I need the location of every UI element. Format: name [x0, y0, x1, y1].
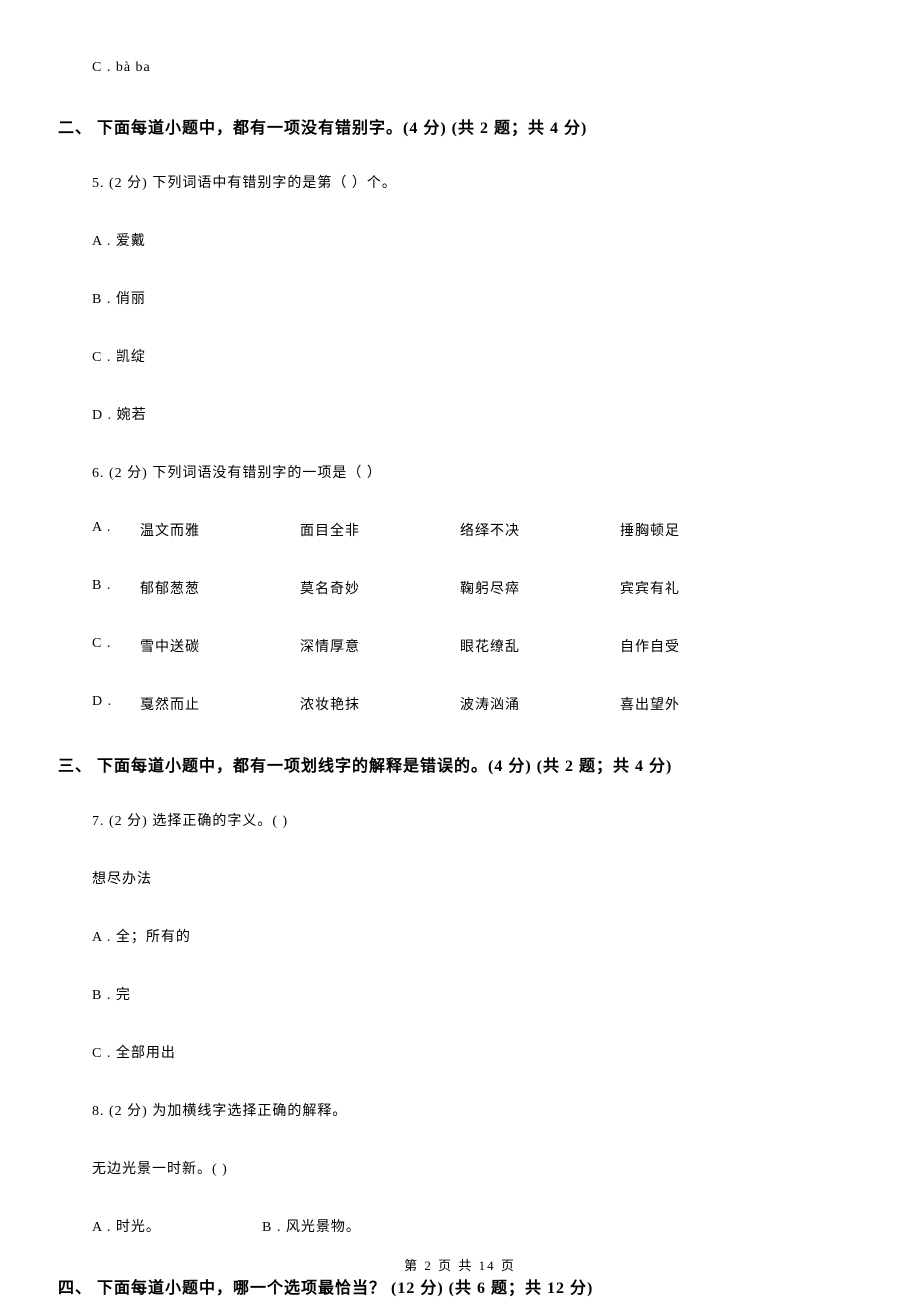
q8-phrase: 无边光景一时新。( )	[92, 1158, 862, 1178]
section-4-header: 四、 下面每道小题中，哪一个选项最恰当？ (12 分) (共 6 题；共 12 …	[58, 1274, 862, 1298]
q6-b-w2: 莫名奇妙	[300, 578, 460, 598]
q8-options: A . 时光。 B . 风光景物。	[92, 1216, 862, 1236]
q6-b-label: B .	[92, 578, 140, 598]
q6-c-w4: 自作自受	[620, 636, 780, 656]
q6-a-label: A .	[92, 520, 140, 540]
q7-option-b: B . 完	[92, 984, 862, 1004]
q8-option-a: A . 时光。	[92, 1216, 262, 1236]
q6-b-w4: 宾宾有礼	[620, 578, 780, 598]
q8-option-b: B . 风光景物。	[262, 1216, 432, 1236]
q6-b-w3: 鞠躬尽瘁	[460, 578, 620, 598]
q7-stem: 7. (2 分) 选择正确的字义。( )	[92, 810, 862, 830]
section-2-header: 二、 下面每道小题中，都有一项没有错别字。(4 分) (共 2 题；共 4 分)	[58, 114, 862, 138]
option-c-top: C . bà ba	[92, 60, 862, 76]
q6-option-a: A . 温文而雅 面目全非 络绎不决 捶胸顿足	[92, 520, 862, 540]
q5-option-c: C . 凯绽	[92, 346, 862, 366]
q8-stem: 8. (2 分) 为加横线字选择正确的解释。	[92, 1100, 862, 1120]
page-footer: 第 2 页 共 14 页	[0, 1255, 920, 1274]
q6-d-w4: 喜出望外	[620, 694, 780, 714]
q6-d-label: D .	[92, 694, 140, 714]
q6-d-w3: 波涛汹涌	[460, 694, 620, 714]
q7-option-c: C . 全部用出	[92, 1042, 862, 1062]
q6-c-label: C .	[92, 636, 140, 656]
q6-b-w1: 郁郁葱葱	[140, 578, 300, 598]
q6-c-w3: 眼花缭乱	[460, 636, 620, 656]
section-3-header: 三、 下面每道小题中，都有一项划线字的解释是错误的。(4 分) (共 2 题；共…	[58, 752, 862, 776]
q6-c-w1: 雪中送碳	[140, 636, 300, 656]
q6-option-c: C . 雪中送碳 深情厚意 眼花缭乱 自作自受	[92, 636, 862, 656]
q6-option-d: D . 戛然而止 浓妆艳抹 波涛汹涌 喜出望外	[92, 694, 862, 714]
q6-stem: 6. (2 分) 下列词语没有错别字的一项是（ ）	[92, 462, 862, 482]
q6-option-b: B . 郁郁葱葱 莫名奇妙 鞠躬尽瘁 宾宾有礼	[92, 578, 862, 598]
q6-c-w2: 深情厚意	[300, 636, 460, 656]
q6-a-w3: 络绎不决	[460, 520, 620, 540]
q6-a-w4: 捶胸顿足	[620, 520, 780, 540]
q5-option-a: A . 爱戴	[92, 230, 862, 250]
q5-option-d: D . 婉若	[92, 404, 862, 424]
q6-a-w2: 面目全非	[300, 520, 460, 540]
q7-phrase: 想尽办法	[92, 868, 862, 888]
q5-option-b: B . 俏丽	[92, 288, 862, 308]
q7-option-a: A . 全；所有的	[92, 926, 862, 946]
q6-a-w1: 温文而雅	[140, 520, 300, 540]
q6-d-w2: 浓妆艳抹	[300, 694, 460, 714]
q6-d-w1: 戛然而止	[140, 694, 300, 714]
q5-stem: 5. (2 分) 下列词语中有错别字的是第（ ）个。	[92, 172, 862, 192]
